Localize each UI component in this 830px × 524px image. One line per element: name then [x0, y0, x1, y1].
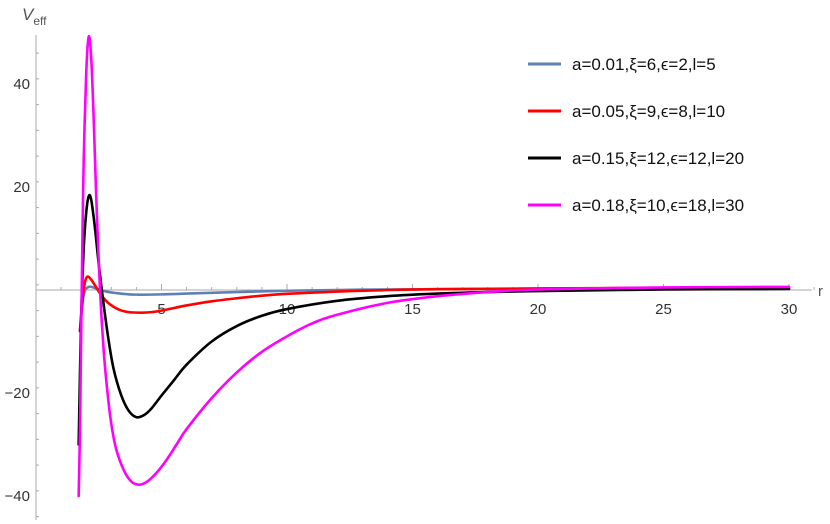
legend: a=0.01,ξ=6,ϵ=2,l=5 a=0.05,ξ=9,ϵ=8,l=10 a=0…: [528, 55, 744, 215]
y-axis-label: Veff: [22, 5, 47, 28]
y-tick-label: −40: [5, 488, 30, 505]
series-line-3: [77, 193, 791, 446]
y-tick-label: 20: [13, 179, 30, 196]
legend-label-1: a=0.01,ξ=6,ϵ=2,l=5: [572, 55, 716, 74]
legend-label-3: a=0.15,ξ=12,ϵ=12,l=20: [572, 149, 744, 168]
series-layer: [77, 34, 791, 498]
x-axis-label: r: [818, 283, 823, 300]
y-axis-label-main: V: [22, 5, 35, 24]
x-tick-label: 30: [781, 301, 798, 318]
y-axis-label-sub: eff: [33, 14, 47, 28]
series-line-2: [78, 275, 791, 333]
x-tick-label: 15: [404, 301, 421, 318]
y-tick-label: −20: [5, 385, 30, 402]
series-line-4: [77, 34, 791, 498]
legend-label-4: a=0.18,ξ=10,ϵ=18,l=30: [572, 196, 744, 215]
legend-label-2: a=0.05,ξ=9,ϵ=8,l=10: [572, 102, 725, 121]
x-tick-label: 25: [655, 301, 672, 318]
y-tick-label: 40: [13, 76, 30, 93]
x-tick-label: 20: [530, 301, 547, 318]
